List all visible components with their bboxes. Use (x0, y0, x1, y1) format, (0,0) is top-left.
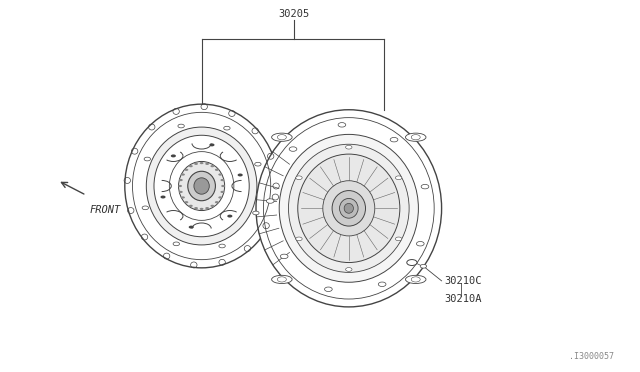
Circle shape (227, 215, 232, 218)
Circle shape (407, 260, 417, 266)
Circle shape (178, 185, 182, 187)
Circle shape (181, 173, 185, 176)
Text: .I3000057: .I3000057 (570, 352, 614, 361)
Circle shape (179, 179, 183, 181)
Circle shape (412, 135, 420, 140)
Circle shape (280, 254, 288, 259)
Ellipse shape (154, 135, 249, 237)
Circle shape (200, 162, 204, 164)
Ellipse shape (279, 134, 419, 282)
Ellipse shape (271, 133, 292, 141)
Ellipse shape (147, 127, 257, 245)
Circle shape (219, 244, 225, 248)
Circle shape (266, 199, 274, 203)
Circle shape (205, 163, 209, 165)
Circle shape (194, 163, 198, 165)
Circle shape (205, 207, 209, 209)
Circle shape (184, 201, 188, 203)
Ellipse shape (298, 154, 400, 263)
Circle shape (220, 191, 224, 193)
Ellipse shape (271, 275, 292, 283)
Circle shape (237, 173, 243, 176)
Circle shape (390, 137, 398, 142)
Ellipse shape (194, 178, 209, 194)
Circle shape (189, 165, 193, 167)
Text: 30205: 30205 (279, 9, 310, 19)
Circle shape (277, 277, 286, 282)
Circle shape (421, 185, 429, 189)
Circle shape (396, 237, 402, 241)
Circle shape (215, 201, 219, 203)
Circle shape (171, 154, 176, 157)
Circle shape (346, 145, 352, 149)
Ellipse shape (289, 144, 409, 272)
Ellipse shape (179, 161, 225, 211)
Ellipse shape (125, 104, 278, 268)
Circle shape (346, 267, 352, 271)
Circle shape (255, 162, 261, 166)
Circle shape (161, 196, 166, 199)
Circle shape (296, 237, 302, 241)
Ellipse shape (344, 203, 353, 213)
Circle shape (221, 185, 225, 187)
Circle shape (218, 173, 222, 176)
Circle shape (289, 147, 297, 151)
Circle shape (184, 169, 188, 171)
Circle shape (277, 135, 286, 140)
Ellipse shape (406, 133, 426, 141)
Circle shape (179, 191, 183, 193)
Circle shape (220, 179, 224, 181)
Ellipse shape (340, 198, 358, 218)
Circle shape (173, 242, 179, 246)
Circle shape (181, 196, 185, 199)
Circle shape (378, 282, 386, 286)
Circle shape (178, 124, 184, 128)
Circle shape (224, 126, 230, 130)
Circle shape (211, 165, 214, 167)
Circle shape (253, 211, 259, 215)
Circle shape (420, 264, 427, 268)
Ellipse shape (406, 275, 426, 283)
Circle shape (412, 277, 420, 282)
Circle shape (200, 208, 204, 210)
Circle shape (324, 287, 332, 292)
Circle shape (189, 205, 193, 207)
Circle shape (144, 157, 150, 161)
Circle shape (194, 207, 198, 209)
Text: 30210C: 30210C (445, 276, 483, 286)
Text: 30210A: 30210A (445, 295, 483, 304)
Ellipse shape (332, 190, 365, 226)
Circle shape (189, 226, 194, 229)
Circle shape (396, 176, 402, 180)
Circle shape (211, 205, 214, 207)
Circle shape (338, 123, 346, 127)
Text: FRONT: FRONT (90, 205, 121, 215)
Circle shape (296, 176, 302, 180)
Ellipse shape (188, 171, 216, 201)
Circle shape (417, 241, 424, 246)
Ellipse shape (323, 181, 375, 236)
Circle shape (209, 143, 214, 146)
Circle shape (215, 169, 219, 171)
Circle shape (142, 206, 148, 210)
Circle shape (218, 196, 222, 199)
Ellipse shape (256, 110, 442, 307)
